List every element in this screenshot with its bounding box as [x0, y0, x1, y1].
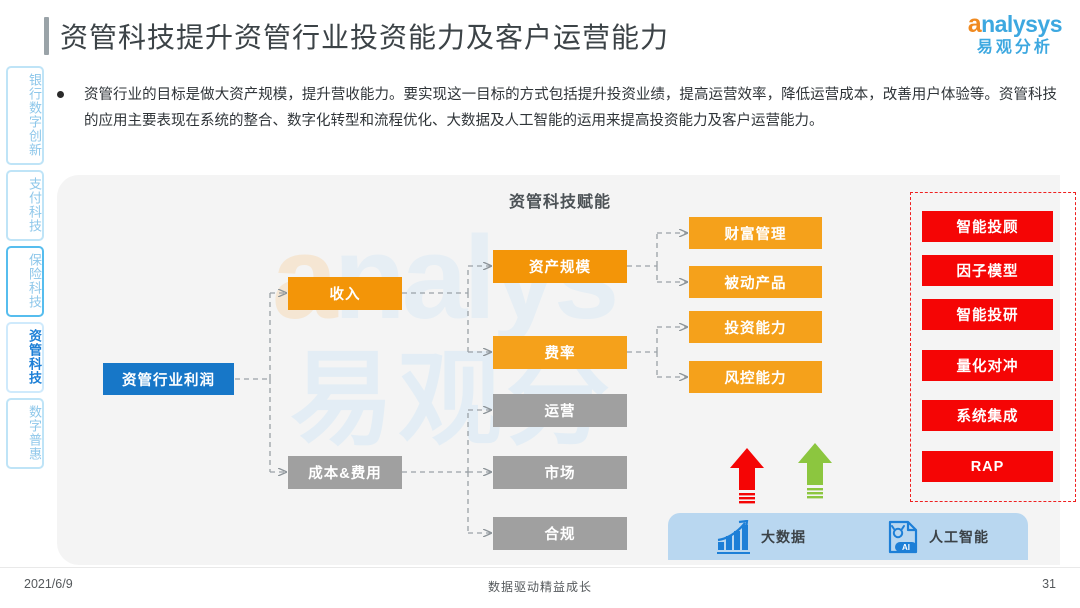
brand-logo: analysys 易观分析	[967, 10, 1063, 56]
node-robo-advisor[interactable]: 智能投顾	[922, 211, 1053, 242]
node-passive-products[interactable]: 被动产品	[689, 266, 822, 298]
lead-paragraph: 资管行业的目标是做大资产规模，提升营收能力。要实现这一目标的方式包括提升投资业绩…	[57, 82, 1057, 134]
node-factor-model[interactable]: 因子模型	[922, 255, 1053, 286]
node-system-integration[interactable]: 系统集成	[922, 400, 1053, 431]
brand-wordmark-text: nalysys	[981, 11, 1062, 37]
sidebar-item-insurance[interactable]: 保险科技	[6, 246, 44, 317]
footer-tagline: 数据驱动精益成长	[487, 580, 592, 594]
node-compliance[interactable]: 合规	[493, 517, 627, 550]
diagram-card: analys 易观分 资管科技赋能	[57, 175, 1076, 565]
tech-item-ai-label: 人工智能	[929, 528, 989, 545]
node-investment-capability[interactable]: 投资能力	[689, 311, 822, 343]
node-cost-expense[interactable]: 成本&费用	[288, 456, 402, 489]
svg-text:AI: AI	[902, 543, 910, 552]
green-up-arrow-icon	[798, 443, 832, 499]
node-quant-hedging[interactable]: 量化对冲	[922, 350, 1053, 381]
footer: 2021/6/9 数据驱动精益成长 31	[0, 567, 1080, 608]
connector-wires	[235, 175, 1060, 565]
node-smart-research[interactable]: 智能投研	[922, 299, 1053, 330]
lead-paragraph-text: 资管行业的目标是做大资产规模，提升营收能力。要实现这一目标的方式包括提升投资业绩…	[84, 87, 1057, 129]
sidebar-item-payment[interactable]: 支付科技	[6, 170, 44, 241]
node-risk-control-capability[interactable]: 风控能力	[689, 361, 822, 393]
node-root[interactable]: 资管行业利润	[103, 363, 234, 395]
sidebar-item-inclusive[interactable]: 数字普惠	[6, 398, 44, 469]
sidebar-nav: 银行数字创新 支付科技 保险科技 资管科技 数字普惠	[6, 66, 44, 469]
tech-item-bigdata-label: 大数据	[761, 528, 806, 545]
bullet-dot-icon	[57, 91, 64, 98]
capability-group-outline	[910, 192, 1076, 502]
sidebar-item-banking[interactable]: 银行数字创新	[6, 66, 44, 165]
node-rap[interactable]: RAP	[922, 451, 1053, 482]
analysys-swirl-icon: a	[967, 10, 982, 38]
ai-document-icon: AI	[888, 520, 918, 553]
node-revenue[interactable]: 收入	[288, 277, 402, 310]
diagram-heading: 资管科技赋能	[509, 194, 612, 211]
node-operations[interactable]: 运营	[493, 394, 627, 427]
tech-item-bigdata[interactable]: 大数据	[716, 519, 806, 554]
brand-wordmark: analysys	[967, 10, 1063, 38]
node-fee-rate[interactable]: 费率	[493, 336, 627, 369]
header: 资管科技提升资管行业投资能力及客户运营能力	[44, 16, 669, 56]
diagram: analys 易观分 资管科技赋能	[57, 175, 1076, 565]
bar-chart-growth-icon	[717, 519, 750, 554]
red-up-arrow-icon	[730, 448, 764, 504]
brand-name-cn: 易观分析	[976, 39, 1053, 56]
node-asset-scale[interactable]: 资产规模	[493, 250, 627, 283]
tech-foundation-bar: 大数据 AI 人工智能	[668, 513, 1028, 560]
node-wealth-management[interactable]: 财富管理	[689, 217, 822, 249]
footer-date: 2021/6/9	[24, 577, 73, 591]
sidebar-item-assetmgmt[interactable]: 资管科技	[6, 322, 44, 393]
tech-item-ai[interactable]: AI 人工智能	[886, 520, 989, 554]
title-accent-bar	[44, 17, 49, 55]
footer-page-number: 31	[1042, 577, 1056, 591]
page-title: 资管科技提升资管行业投资能力及客户运营能力	[60, 22, 670, 53]
node-market[interactable]: 市场	[493, 456, 627, 489]
